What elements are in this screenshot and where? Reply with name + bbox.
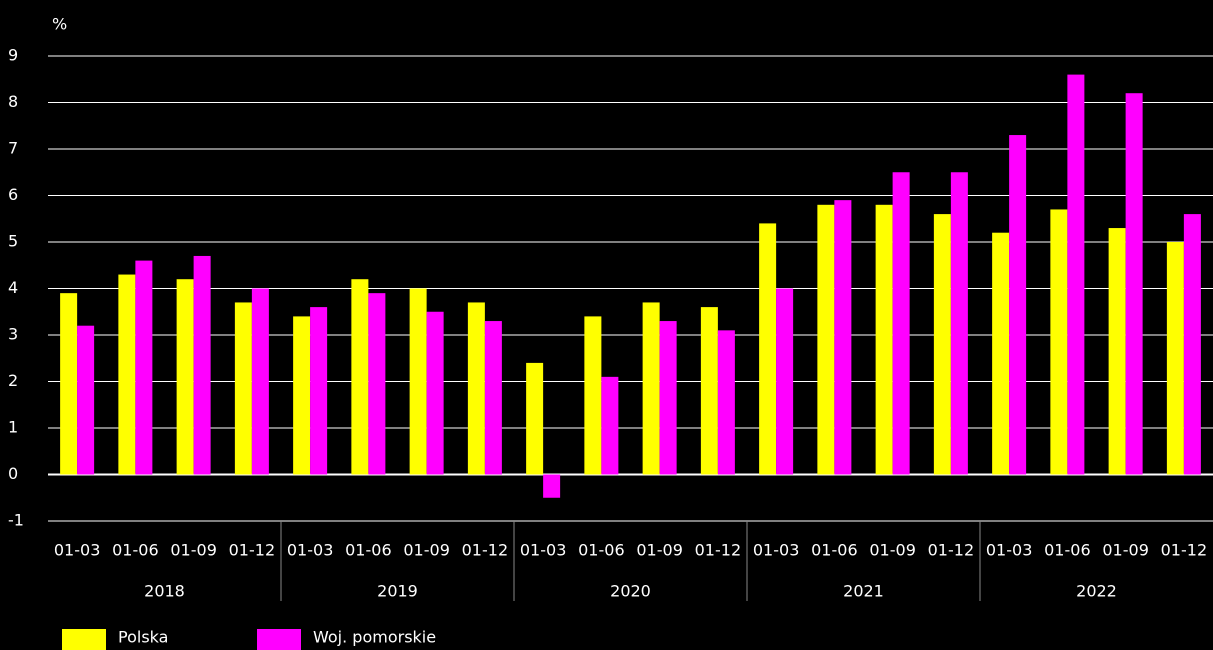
x-tick-label: 01-03 [753, 541, 800, 560]
bar [234, 302, 252, 475]
x-tick-label: 01-12 [928, 541, 975, 560]
bar [484, 321, 502, 475]
bar [1050, 209, 1068, 475]
x-tick-label: 01-09 [1102, 541, 1149, 560]
x-tick-label: 01-03 [54, 541, 101, 560]
group-label: 2019 [377, 582, 418, 601]
x-tick-label: 01-06 [578, 541, 625, 560]
bar [526, 362, 544, 475]
bar [1067, 74, 1085, 475]
bar [118, 274, 136, 475]
bar [77, 325, 95, 475]
y-tick-label: 3 [8, 325, 18, 344]
x-tick-label: 01-12 [462, 541, 509, 560]
bar [642, 302, 660, 475]
group-label: 2020 [610, 582, 651, 601]
bar [584, 316, 602, 475]
bar [293, 316, 311, 475]
bar [759, 223, 777, 475]
bar [351, 279, 369, 475]
y-tick-label: 5 [8, 232, 18, 251]
bar [601, 376, 619, 475]
bar [176, 279, 194, 475]
bar [1166, 242, 1184, 475]
bar [659, 321, 677, 475]
legend-label: Polska [118, 628, 168, 647]
bar [1125, 93, 1143, 475]
x-tick-label: 01-06 [811, 541, 858, 560]
legend-swatch [257, 629, 301, 650]
bar [543, 474, 561, 498]
group-label: 2018 [144, 582, 185, 601]
x-tick-label: 01-03 [520, 541, 567, 560]
x-tick-label: 01-09 [403, 541, 450, 560]
y-tick-label: 0 [8, 464, 18, 483]
bar [834, 200, 852, 475]
bar [933, 214, 951, 475]
bar [1183, 214, 1201, 475]
y-tick-label: 8 [8, 92, 18, 111]
y-tick-label: 4 [8, 278, 18, 297]
bar [409, 288, 427, 475]
bar [251, 288, 269, 475]
bar [60, 293, 78, 475]
bar [700, 307, 718, 475]
y-tick-label: 2 [8, 371, 18, 390]
x-tick-label: 01-12 [1161, 541, 1208, 560]
y-axis-label: % [52, 15, 67, 34]
bar [467, 302, 485, 475]
x-tick-label: 01-12 [695, 541, 742, 560]
bar [310, 307, 328, 475]
bar [892, 172, 910, 475]
legend-swatch [62, 629, 106, 650]
y-tick-label: -1 [8, 511, 24, 530]
group-label: 2021 [843, 582, 884, 601]
legend-label: Woj. pomorskie [313, 628, 436, 647]
bar [817, 204, 835, 475]
y-tick-label: 7 [8, 139, 18, 158]
bar [1009, 135, 1027, 475]
x-tick-label: 01-09 [170, 541, 217, 560]
group-label: 2022 [1076, 582, 1117, 601]
bar [426, 311, 444, 475]
x-tick-label: 01-06 [345, 541, 392, 560]
bar [950, 172, 968, 475]
x-tick-label: 01-03 [287, 541, 334, 560]
x-tick-label: 01-06 [112, 541, 159, 560]
bar [1108, 228, 1126, 475]
x-tick-label: 01-06 [1044, 541, 1091, 560]
bar [135, 260, 153, 475]
y-tick-label: 9 [8, 46, 18, 65]
bar [875, 204, 893, 475]
y-tick-label: 1 [8, 418, 18, 437]
y-tick-label: 6 [8, 185, 18, 204]
bar [776, 288, 794, 475]
bar [368, 293, 386, 475]
bar [992, 232, 1010, 475]
x-tick-label: 01-12 [229, 541, 276, 560]
bar [717, 330, 735, 475]
x-tick-label: 01-09 [636, 541, 683, 560]
bar [193, 255, 211, 475]
x-tick-label: 01-03 [986, 541, 1033, 560]
x-tick-label: 01-09 [869, 541, 916, 560]
